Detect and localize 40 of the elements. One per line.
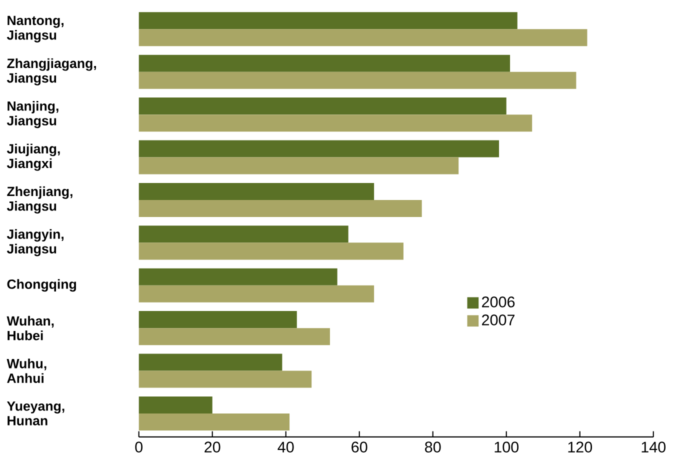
bar [138, 157, 459, 174]
bar [138, 54, 510, 72]
bar [138, 200, 422, 217]
bar [138, 354, 282, 371]
bar [138, 114, 532, 132]
bar [138, 12, 518, 30]
bar [138, 140, 500, 158]
bar [138, 328, 330, 346]
x-tick-label: 0 [135, 442, 142, 452]
y-tick-label: Nanjing, Jiangsu [6, 100, 58, 128]
x-tick-label: 80 [425, 442, 441, 452]
x-tick-label: 100 [494, 442, 519, 452]
legend-label: 2006 [482, 296, 515, 308]
y-tick-label: Chongqing [7, 279, 76, 292]
x-tick-label: 120 [568, 442, 592, 452]
bar [138, 268, 338, 286]
x-tick-label: 40 [278, 442, 294, 452]
bar [138, 98, 506, 115]
y-tick-label: Zhangjiagang, Jiangsu [6, 58, 96, 86]
bar [138, 311, 297, 328]
y-tick-label: Wuhan, Hubei [6, 316, 54, 340]
bar [138, 285, 374, 302]
y-tick-label: Yueyang, Hunan [6, 401, 64, 426]
bar [138, 72, 576, 89]
x-tick-label: 20 [204, 442, 220, 452]
y-tick-label: Jiangyin, Jiangsu [6, 229, 64, 256]
bar [138, 396, 212, 414]
y-tick-label: Jiujiang, Jiangxi [6, 144, 60, 171]
bar [138, 182, 374, 200]
bar [138, 413, 290, 430]
y-tick-label: Nantong, Jiangsu [6, 16, 64, 42]
x-tick-label: 60 [352, 442, 368, 452]
bar [138, 29, 588, 46]
legend-label: 2007 [482, 314, 515, 326]
bar [138, 242, 404, 260]
x-tick-label: 140 [642, 442, 666, 452]
y-tick-label: Wuhu, Anhui [6, 358, 46, 383]
y-tick-label: Zhenjiang, Jiangsu [6, 186, 72, 214]
bar [138, 226, 348, 243]
bar [138, 370, 312, 388]
